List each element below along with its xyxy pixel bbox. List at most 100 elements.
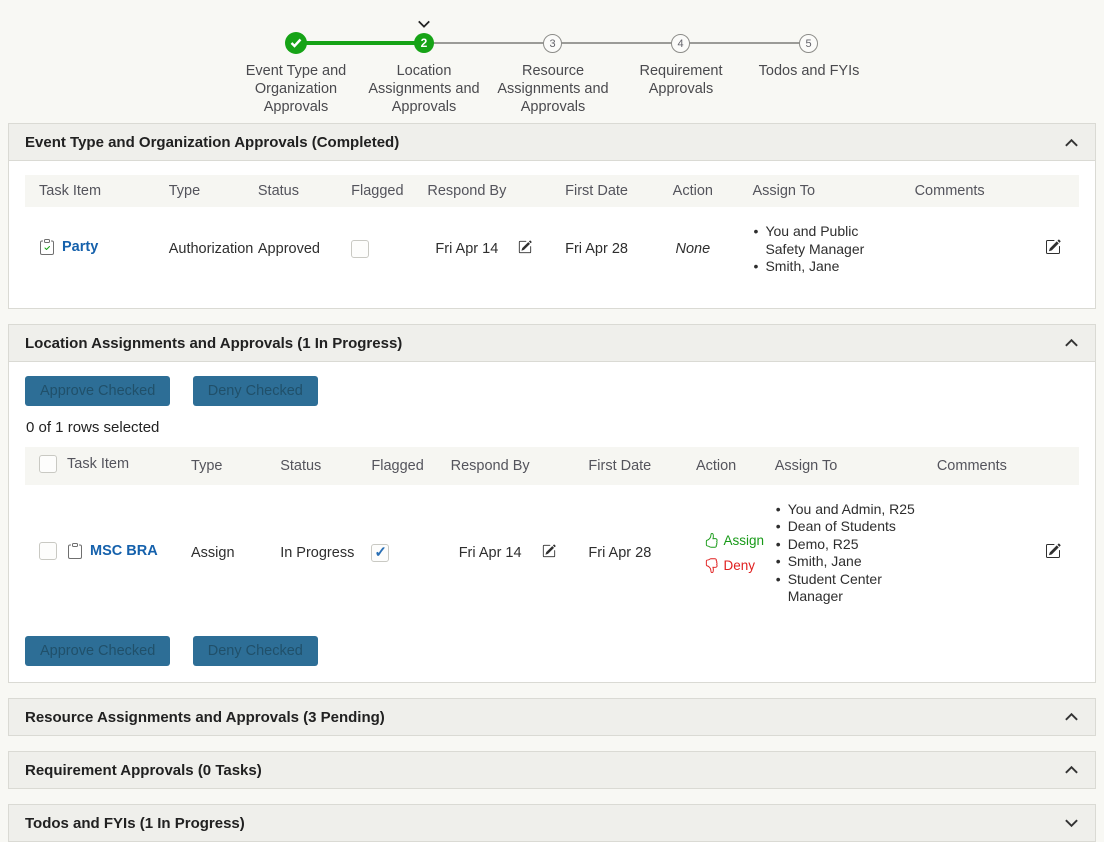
add-comment-icon[interactable] — [1045, 239, 1061, 255]
section-location-approvals: Location Assignments and Approvals (1 In… — [8, 323, 1096, 683]
table-header-row: Task Item Type Status Flagged Respond By… — [25, 175, 1079, 207]
section-title: Location Assignments and Approvals (1 In… — [25, 334, 403, 352]
collapse-chevron-up-icon[interactable] — [1064, 712, 1079, 722]
approve-checked-button[interactable]: Approve Checked — [25, 375, 171, 406]
task-item-link-party[interactable]: Party — [39, 239, 98, 256]
collapse-chevron-up-icon[interactable] — [1064, 138, 1079, 148]
clipboard-check-icon — [40, 239, 54, 256]
col-task-item: Task Item — [39, 183, 102, 199]
first-date: Fri Apr 28 — [565, 241, 628, 258]
stepper-connector — [681, 42, 809, 44]
thumbs-down-icon — [705, 558, 718, 573]
assign-to-list: You and Admin, R25 Dean of Students Demo… — [775, 501, 923, 606]
section-title: Todos and FYIs (1 In Progress) — [25, 814, 245, 832]
thumbs-up-icon — [705, 533, 718, 548]
collapse-chevron-up-icon[interactable] — [1064, 765, 1079, 775]
stepper-connector — [553, 42, 681, 44]
step-1-label[interactable]: Event Type and Organization Approvals — [245, 63, 347, 115]
assignee: You and Public Safety Manager — [752, 223, 900, 258]
col-type: Type — [168, 183, 201, 199]
section-title: Requirement Approvals (0 Tasks) — [25, 761, 262, 779]
deny-action-button[interactable]: Deny — [704, 558, 756, 573]
col-flagged: Flagged — [371, 457, 424, 474]
col-flagged: Flagged — [351, 183, 404, 199]
comments-cell — [923, 485, 1026, 622]
section-resource-header[interactable]: Resource Assignments and Approvals (3 Pe… — [9, 698, 1095, 735]
clipboard-icon — [68, 543, 82, 559]
task-type: Authorization — [168, 241, 254, 258]
task-type: Assign — [191, 545, 235, 561]
table-row: MSC BRA Assign In Progress Fri Apr 14 — [25, 485, 1079, 622]
col-type: Type — [191, 457, 223, 474]
rows-selected-count: 0 of 1 rows selected — [26, 418, 160, 436]
col-task-item: Task Item — [67, 455, 130, 472]
add-comment-icon[interactable] — [1045, 543, 1061, 559]
col-status: Status — [257, 183, 299, 199]
step-3-circle[interactable]: 3 — [543, 34, 562, 53]
action-none: None — [675, 241, 711, 258]
assign-action-button[interactable]: Assign — [704, 533, 765, 548]
assign-action-label: Assign — [723, 533, 765, 548]
col-spacer — [542, 447, 568, 485]
col-assign-to: Assign To — [774, 457, 838, 474]
assignee: Smith, Jane — [752, 258, 900, 276]
col-spacer — [1026, 175, 1079, 207]
col-action: Action — [672, 183, 713, 199]
col-assign-to: Assign To — [752, 183, 816, 199]
flagged-checkbox[interactable] — [371, 543, 390, 562]
task-status: In Progress — [280, 545, 355, 561]
section-event-type-header[interactable]: Event Type and Organization Approvals (C… — [9, 124, 1095, 161]
task-status: Approved — [257, 241, 320, 258]
table-header-row: Task Item Type Status Flagged Respond By… — [25, 446, 1079, 485]
assignee: Smith, Jane — [775, 553, 923, 571]
collapse-chevron-up-icon[interactable] — [1064, 338, 1079, 348]
step-4-circle[interactable]: 4 — [671, 34, 690, 53]
step-4-label[interactable]: Requirement Approvals — [639, 63, 723, 97]
deny-action-label: Deny — [723, 558, 756, 573]
section-requirement-approvals: Requirement Approvals (0 Tasks) — [8, 750, 1096, 789]
step-2-label[interactable]: Location Assignments and Approvals — [368, 63, 480, 115]
col-first-date: First Date — [565, 183, 628, 199]
assignee: Student Center Manager — [775, 571, 923, 606]
first-date: Fri Apr 28 — [588, 545, 652, 561]
col-comments: Comments — [914, 183, 985, 199]
assignee: You and Admin, R25 — [775, 501, 923, 519]
comments-cell — [901, 207, 1027, 292]
event-type-task-table: Task Item Type Status Flagged Respond By… — [25, 175, 1079, 292]
edit-respond-by-icon[interactable] — [542, 544, 556, 558]
location-task-table: Task Item Type Status Flagged Respond By… — [25, 446, 1079, 622]
section-title: Event Type and Organization Approvals (C… — [25, 134, 400, 151]
deny-checked-button[interactable]: Deny Checked — [192, 635, 318, 666]
deny-checked-button[interactable]: Deny Checked — [192, 375, 318, 406]
section-title: Resource Assignments and Approvals (3 Pe… — [25, 708, 385, 726]
check-icon — [290, 38, 302, 48]
edit-respond-by-icon[interactable] — [518, 240, 532, 254]
col-spacer — [1026, 447, 1079, 485]
assignee: Demo, R25 — [775, 536, 923, 554]
section-todos-fyis: Todos and FYIs (1 In Progress) — [8, 803, 1096, 842]
step-1-circle-completed[interactable] — [285, 32, 307, 54]
step-3-label[interactable]: Resource Assignments and Approvals — [497, 63, 609, 115]
col-action: Action — [695, 457, 737, 474]
expand-chevron-down-icon[interactable] — [1064, 818, 1079, 828]
approve-checked-button[interactable]: Approve Checked — [25, 635, 171, 666]
step-5-label[interactable]: Todos and FYIs — [758, 63, 860, 79]
step-2-circle-current[interactable]: 2 — [414, 33, 434, 53]
select-all-checkbox[interactable] — [39, 454, 57, 473]
stepper-connector — [424, 42, 553, 44]
workflow-stepper: 2 3 4 5 Event Type and Organization Appr… — [0, 0, 1104, 118]
assignee: Dean of Students — [775, 518, 923, 536]
section-resource-approvals: Resource Assignments and Approvals (3 Pe… — [8, 697, 1096, 736]
current-step-indicator-icon — [417, 16, 431, 34]
col-first-date: First Date — [588, 457, 652, 474]
flagged-checkbox[interactable] — [351, 240, 370, 259]
task-item-link-msc-bra[interactable]: MSC BRA — [67, 543, 158, 559]
section-requirement-header[interactable]: Requirement Approvals (0 Tasks) — [9, 751, 1095, 788]
row-select-checkbox[interactable] — [39, 542, 57, 560]
respond-by-date: Fri Apr 14 — [435, 241, 499, 258]
step-5-circle[interactable]: 5 — [799, 34, 818, 53]
section-todos-header[interactable]: Todos and FYIs (1 In Progress) — [9, 804, 1095, 841]
assign-to-list: You and Public Safety Manager Smith, Jan… — [752, 223, 900, 276]
col-respond-by: Respond By — [450, 457, 530, 474]
section-location-header[interactable]: Location Assignments and Approvals (1 In… — [9, 324, 1095, 362]
